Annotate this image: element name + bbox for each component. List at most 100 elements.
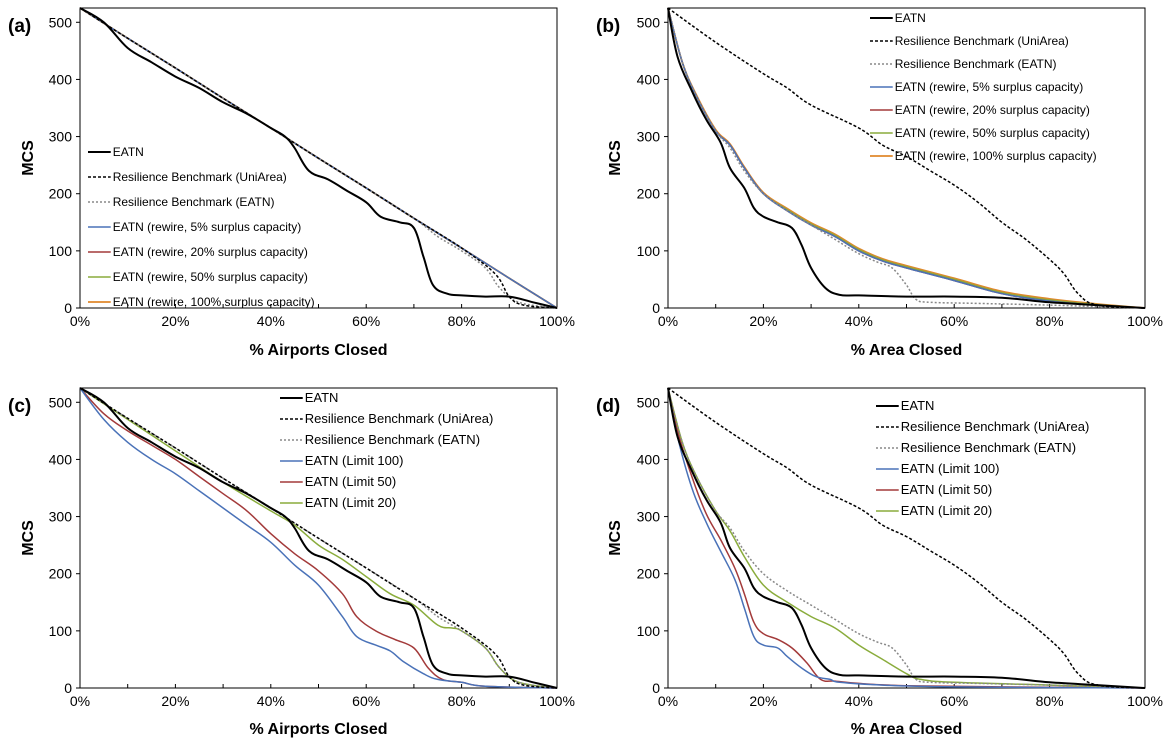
- legend-label: EATN (rewire, 50% surplus capacity): [895, 126, 1090, 140]
- series-line: [667, 387, 1146, 689]
- chart-panel: (a) 0 100 200 300 400 500 0% 20% 40% 60% 80% 100% % A…: [8, 7, 575, 359]
- series-line: [667, 7, 1146, 309]
- panel-label: (a): [8, 16, 31, 37]
- x-tick-label: 0%: [658, 313, 678, 329]
- x-tick-label: 80%: [1036, 693, 1064, 709]
- series-line: [79, 7, 558, 309]
- legend-label: EATN (rewire, 5% surplus capacity): [113, 220, 302, 234]
- series-line: [667, 7, 1146, 309]
- y-tick-label: 300: [637, 129, 661, 145]
- series-line: [667, 387, 1146, 689]
- chart-panel: (d) 0 100 200 300 400 500 0% 20% 40% 60% 80% 100% % A…: [596, 387, 1163, 738]
- y-axis-title: MCS: [20, 140, 37, 176]
- legend-label: Resilience Benchmark (EATN): [305, 432, 480, 447]
- y-tick-label: 200: [637, 566, 661, 582]
- legend-label: Resilience Benchmark (EATN): [901, 440, 1076, 455]
- y-tick-label: 100: [637, 243, 661, 259]
- x-tick-label: 40%: [845, 313, 873, 329]
- series-line: [667, 387, 1146, 689]
- x-tick-label: 60%: [940, 313, 968, 329]
- legend-label: EATN (Limit 20): [901, 503, 993, 518]
- y-tick-label: 300: [49, 509, 73, 525]
- x-axis-title: % Airports Closed: [249, 342, 387, 359]
- legend-label: Resilience Benchmark (UniArea): [895, 34, 1069, 48]
- x-tick-label: 100%: [539, 313, 575, 329]
- y-tick-label: 400: [637, 451, 661, 467]
- y-tick-label: 400: [49, 71, 73, 87]
- x-tick-label: 100%: [1127, 313, 1163, 329]
- panel-label: (b): [596, 16, 620, 37]
- x-tick-label: 60%: [940, 693, 968, 709]
- y-tick-label: 100: [637, 623, 661, 639]
- legend-label: EATN (Limit 100): [901, 461, 1000, 476]
- legend-label: Resilience Benchmark (UniArea): [305, 411, 494, 426]
- legend-label: EATN (rewire, 5% surplus capacity): [895, 80, 1084, 94]
- y-tick-label: 300: [49, 129, 73, 145]
- x-tick-label: 100%: [1127, 693, 1163, 709]
- y-tick-label: 0: [64, 680, 72, 696]
- y-axis-title: MCS: [607, 520, 624, 556]
- y-tick-label: 0: [652, 300, 660, 316]
- legend-label: EATN (Limit 20): [305, 495, 397, 510]
- series-line: [79, 387, 558, 689]
- legend-label: Resilience Benchmark (UniArea): [113, 170, 287, 184]
- y-tick-label: 500: [49, 394, 73, 410]
- series-line: [667, 387, 1146, 689]
- panel-label: (c): [8, 396, 31, 417]
- y-axis-title: MCS: [20, 520, 37, 556]
- legend-label: Resilience Benchmark (EATN): [895, 57, 1057, 71]
- legend-label: EATN (rewire, 100% surplus capacity): [895, 149, 1097, 163]
- legend-label: EATN (rewire, 20% surplus capacity): [895, 103, 1090, 117]
- chart-panel: (b) 0 100 200 300 400 500 0% 20% 40% 60% 80% 100% % A…: [596, 7, 1163, 359]
- x-tick-label: 80%: [1036, 313, 1064, 329]
- x-axis-title: % Area Closed: [851, 342, 962, 359]
- x-tick-label: 100%: [539, 693, 575, 709]
- series-line: [667, 7, 1146, 309]
- x-tick-label: 80%: [448, 313, 476, 329]
- y-tick-label: 100: [49, 623, 73, 639]
- y-tick-label: 0: [652, 680, 660, 696]
- y-tick-label: 0: [64, 300, 72, 316]
- x-tick-label: 20%: [161, 693, 189, 709]
- y-tick-label: 200: [49, 186, 73, 202]
- y-tick-label: 400: [637, 71, 661, 87]
- panel-label: (d): [596, 396, 620, 417]
- y-tick-label: 200: [49, 566, 73, 582]
- y-tick-label: 200: [637, 186, 661, 202]
- y-tick-label: 500: [637, 14, 661, 30]
- y-tick-label: 500: [637, 394, 661, 410]
- legend-label: EATN (Limit 50): [901, 482, 993, 497]
- x-tick-label: 20%: [161, 313, 189, 329]
- legend-label: EATN: [305, 390, 339, 405]
- legend-label: EATN (rewire, 100% surplus capacity): [113, 295, 315, 309]
- y-axis-title: MCS: [607, 140, 624, 176]
- legend-label: Resilience Benchmark (UniArea): [901, 419, 1090, 434]
- legend-label: EATN (Limit 100): [305, 453, 404, 468]
- legend-label: EATN (Limit 50): [305, 474, 397, 489]
- series-line: [79, 387, 558, 689]
- y-tick-label: 100: [49, 243, 73, 259]
- x-tick-label: 0%: [70, 693, 90, 709]
- legend-label: Resilience Benchmark (EATN): [113, 195, 275, 209]
- x-tick-label: 0%: [658, 693, 678, 709]
- x-tick-label: 80%: [448, 693, 476, 709]
- legend-label: EATN: [901, 398, 935, 413]
- x-tick-label: 40%: [845, 693, 873, 709]
- x-tick-label: 40%: [257, 313, 285, 329]
- y-tick-label: 300: [637, 509, 661, 525]
- legend-label: EATN (rewire, 20% surplus capacity): [113, 245, 308, 259]
- x-tick-label: 60%: [352, 693, 380, 709]
- y-tick-label: 400: [49, 451, 73, 467]
- x-tick-label: 20%: [749, 693, 777, 709]
- chart-panel: (c) 0 100 200 300 400 500 0% 20% 40% 60% 80% 100% % A…: [8, 387, 575, 738]
- x-tick-label: 20%: [749, 313, 777, 329]
- x-tick-label: 40%: [257, 693, 285, 709]
- series-line: [79, 387, 558, 689]
- x-axis-title: % Airports Closed: [249, 721, 387, 738]
- x-tick-label: 60%: [352, 313, 380, 329]
- legend-label: EATN: [895, 11, 926, 25]
- x-axis-title: % Area Closed: [851, 721, 962, 738]
- legend-label: EATN: [113, 145, 144, 159]
- legend-label: EATN (rewire, 50% surplus capacity): [113, 270, 308, 284]
